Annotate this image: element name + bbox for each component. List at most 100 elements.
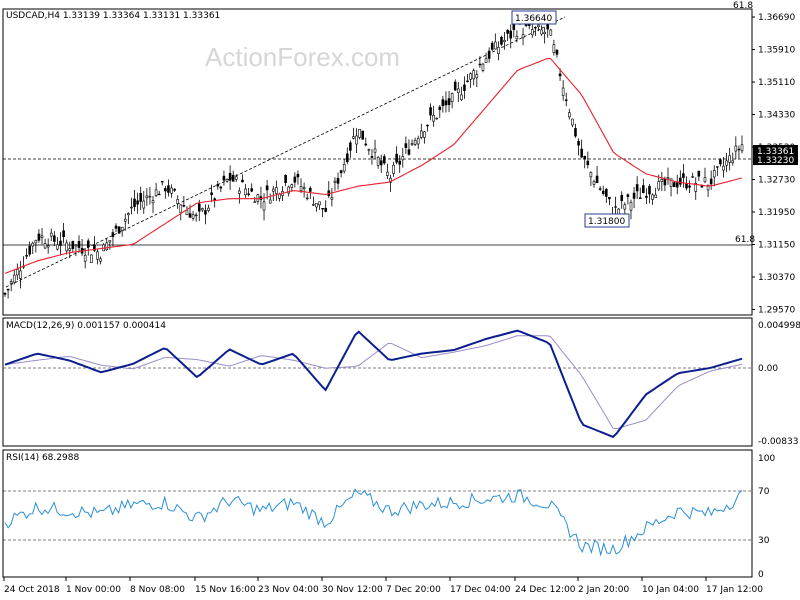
candle-body <box>725 160 728 166</box>
candle-body <box>167 185 170 193</box>
candle-body <box>620 194 624 201</box>
candle-body <box>312 204 315 206</box>
candle-body <box>65 242 68 252</box>
candle-body <box>564 99 568 101</box>
candle-body <box>225 179 229 182</box>
candle-body <box>534 27 537 29</box>
candle-body <box>450 93 454 103</box>
x-tick-label: 24 Oct 2018 <box>4 585 60 595</box>
candle-body <box>145 195 149 199</box>
candle-body <box>549 29 553 36</box>
candle-body <box>59 240 62 246</box>
candle-body <box>361 130 365 140</box>
candle-body <box>642 185 645 193</box>
candle-body <box>296 173 300 178</box>
rsi-tick-30: 30 <box>758 536 770 546</box>
macd-signal-line <box>4 335 743 430</box>
candle-body <box>25 255 28 257</box>
candle-body <box>589 171 593 178</box>
candle-body <box>558 73 562 77</box>
x-tick-label: 23 Nov 04:00 <box>258 585 319 595</box>
candle-body <box>688 185 691 188</box>
candle-body <box>635 184 639 192</box>
candle-body <box>691 176 694 178</box>
candle-body <box>62 230 65 238</box>
candle-body <box>164 188 167 192</box>
candle-body <box>216 184 220 187</box>
x-tick-label: 17 Jan 12:00 <box>706 585 763 595</box>
main-y-tick: 1.29570 <box>758 306 795 316</box>
candle-body <box>302 187 306 189</box>
candle-body <box>16 268 19 276</box>
candle-body <box>358 128 361 138</box>
candle-body <box>111 232 115 237</box>
candle-body <box>426 124 429 127</box>
candle-body <box>179 204 183 213</box>
candle-body <box>552 44 556 53</box>
candle-body <box>342 163 346 172</box>
candle-body <box>191 214 195 219</box>
candle-body <box>675 182 679 188</box>
candle-body <box>349 142 352 151</box>
candle-body <box>663 178 667 186</box>
main-y-tick: 1.35910 <box>758 46 795 56</box>
macd-tick-top: 0.004998 <box>758 321 800 331</box>
candle-body <box>669 178 673 187</box>
candle-body <box>475 74 479 79</box>
x-tick-label: 7 Dec 20:00 <box>386 585 441 595</box>
candle-body <box>37 233 41 241</box>
candle-body <box>506 29 509 34</box>
candle-body <box>716 166 719 168</box>
candle-body <box>123 218 127 222</box>
candle-body <box>287 186 290 194</box>
macd-panel-frame <box>2 317 753 447</box>
candle-body <box>694 183 698 192</box>
candle-body <box>466 80 469 83</box>
candle-body <box>157 193 161 196</box>
rsi-tick-100: 100 <box>758 454 775 464</box>
candle-body <box>444 100 448 106</box>
rsi-tick-0: 0 <box>758 570 764 580</box>
candle-body <box>651 194 654 200</box>
x-tick-label: 15 Nov 16:00 <box>195 585 256 595</box>
candle-body <box>709 178 713 185</box>
candle-body <box>432 115 435 122</box>
candle-body <box>392 164 395 174</box>
x-tick-label: 17 Dec 04:00 <box>450 585 511 595</box>
candle-body <box>108 240 112 243</box>
main-y-tick: 1.31950 <box>758 208 795 218</box>
candle-body <box>472 70 476 80</box>
candle-body <box>719 159 722 165</box>
main-y-tick: 1.36690 <box>758 13 795 23</box>
low-label: 1.31800 <box>588 217 625 227</box>
candle-body <box>114 225 118 229</box>
candle-body <box>395 153 398 163</box>
candle-body <box>207 207 210 211</box>
trendline <box>5 16 566 288</box>
candle-body <box>540 29 543 35</box>
candle-body <box>373 148 377 153</box>
candle-body <box>271 188 275 192</box>
macd-line <box>4 329 743 439</box>
candle-body <box>40 235 44 238</box>
candle-body <box>537 24 540 28</box>
candle-body <box>139 193 142 202</box>
macd-header: MACD(12,26,9) 0.001157 0.000414 <box>6 321 166 331</box>
candle-body <box>561 87 565 96</box>
low-annotation: 1.31800 <box>584 213 630 228</box>
candle-body <box>453 81 457 91</box>
candle-body <box>703 177 707 183</box>
candle-body <box>241 179 244 183</box>
candle-body <box>324 207 328 212</box>
candle-body <box>416 138 420 145</box>
candle-body <box>71 240 75 250</box>
candle-body <box>364 143 368 146</box>
high-label: 1.36640 <box>515 14 552 24</box>
candle-body <box>494 41 497 50</box>
candle-body <box>574 128 577 137</box>
high-annotation: 1.36640 <box>511 10 557 25</box>
candle-body <box>404 143 408 148</box>
candle-body <box>697 170 701 177</box>
candle-body <box>268 199 272 204</box>
